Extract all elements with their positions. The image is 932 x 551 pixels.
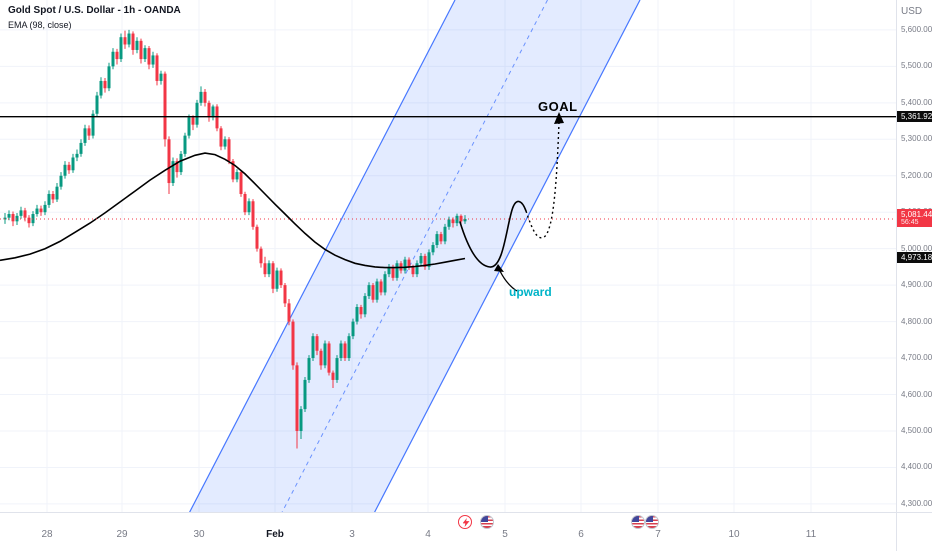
trend-squiggle-drawing[interactable] (459, 200, 527, 268)
time-axis-label: 30 (193, 529, 205, 540)
currency-label: USD (901, 6, 923, 17)
hand-drawings (459, 112, 564, 292)
last-price-badge: 5,081.440 56:45 (897, 208, 932, 227)
indicator-label[interactable]: EMA (98, close) (8, 20, 72, 30)
time-axis-label: 11 (805, 529, 817, 540)
goal-drawing-text[interactable]: GOAL (538, 99, 578, 114)
goal-price-badge: 5,361.926 (897, 110, 932, 122)
symbol-title[interactable]: Gold Spot / U.S. Dollar - 1h - OANDA (8, 5, 181, 16)
projection-arrowhead (554, 112, 564, 124)
economic-event-lightning-icon[interactable] (458, 515, 472, 529)
price-axis[interactable]: 5,361.926 5,081.440 56:45 4,973.183 5,60… (896, 0, 932, 512)
ema-line (0, 152, 466, 269)
time-axis-label: 6 (578, 529, 584, 540)
price-axis-label: 5,200.000 (901, 170, 932, 180)
price-axis-label: 5,500.000 (901, 61, 932, 71)
axis-corner (896, 512, 932, 551)
economic-event-flag-icon[interactable] (480, 515, 494, 529)
price-axis-label: 5,600.000 (901, 24, 932, 34)
candles-layer (3, 29, 467, 449)
economic-event-flag-icon[interactable] (631, 515, 645, 529)
time-axis-label: 7 (655, 529, 661, 540)
price-axis-label: 4,900.000 (901, 280, 932, 290)
flag-canton (481, 516, 488, 522)
flag-canton (646, 516, 653, 522)
price-axis-label: 5,000.000 (901, 243, 932, 253)
price-axis-label: 4,700.000 (901, 353, 932, 363)
projection-dotted-path[interactable] (525, 121, 560, 239)
time-axis-label: 4 (425, 529, 431, 540)
ema-price-badge: 4,973.183 (897, 252, 932, 264)
time-axis-label: 28 (41, 529, 53, 540)
upward-arrow[interactable] (499, 270, 518, 292)
time-axis-label: 5 (502, 529, 508, 540)
price-axis-label: 4,800.000 (901, 316, 932, 326)
price-axis-label: 5,400.000 (901, 97, 932, 107)
upward-drawing-text[interactable]: upward (509, 285, 552, 299)
lightning-bolt-glyph (462, 518, 470, 527)
upward-arrowhead (494, 264, 504, 272)
flag-canton (632, 516, 639, 522)
chart-legend: Gold Spot / U.S. Dollar - 1h - OANDA EMA… (8, 5, 181, 31)
last-price-value: 5,081.440 (901, 209, 932, 219)
price-axis-label: 5,300.000 (901, 134, 932, 144)
economic-event-flag-icon[interactable] (645, 515, 659, 529)
time-axis[interactable]: 28 29 30 Feb 3 4 5 6 7 10 11 (0, 512, 896, 551)
price-axis-label: 4,600.000 (901, 389, 932, 399)
time-axis-label: 3 (349, 529, 355, 540)
bar-countdown: 56:45 (901, 218, 919, 226)
price-chart[interactable] (0, 0, 896, 512)
price-axis-label: 4,400.000 (901, 462, 932, 472)
chart-layers (0, 0, 896, 512)
parallel-channel-drawing[interactable] (170, 0, 641, 512)
time-axis-label: 29 (116, 529, 128, 540)
time-axis-label: 10 (728, 529, 740, 540)
price-axis-label: 4,500.000 (901, 425, 932, 435)
time-axis-label: Feb (266, 529, 284, 540)
grid-layer (0, 0, 896, 512)
price-axis-label: 4,300.000 (901, 498, 932, 508)
